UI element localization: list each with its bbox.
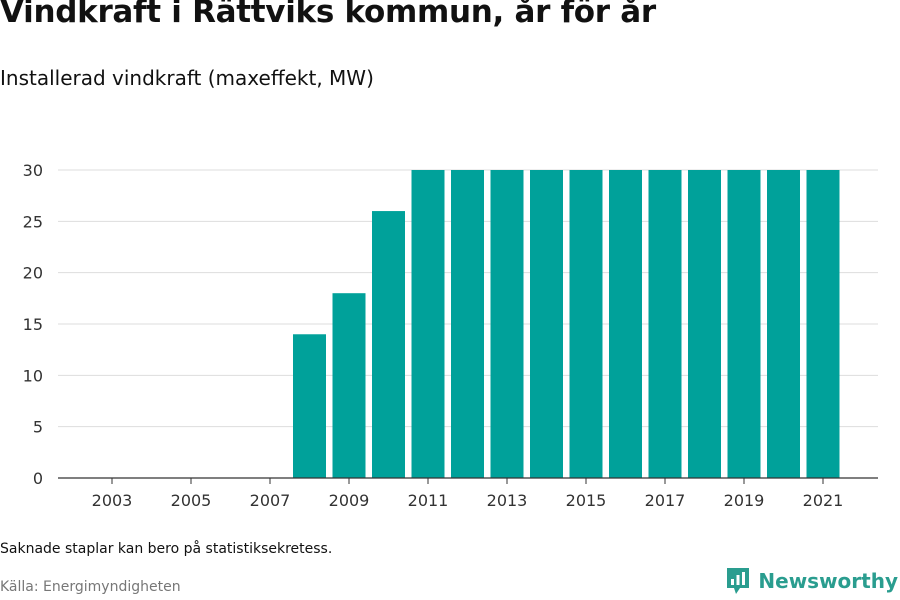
y-tick-label: 30 <box>23 161 43 180</box>
bar-2015 <box>569 170 603 478</box>
x-tick-label: 2015 <box>566 491 607 510</box>
chart-subtitle: Installerad vindkraft (maxeffekt, MW) <box>0 66 374 90</box>
x-tick-label: 2019 <box>724 491 765 510</box>
brand-logo: Newsworthy <box>725 566 898 596</box>
x-tick-label: 2013 <box>487 491 528 510</box>
y-tick-label: 5 <box>33 418 43 437</box>
source-text: Källa: Energimyndigheten <box>0 579 181 595</box>
y-tick-label: 15 <box>23 315 43 334</box>
bar-2013 <box>490 170 524 478</box>
x-tick-label: 2021 <box>803 491 844 510</box>
y-axis-ticks: 0 5 10 15 20 25 30 <box>23 161 43 488</box>
newsworthy-logo-icon <box>727 568 750 594</box>
brand-name: Newsworthy <box>758 569 898 593</box>
chart-title: Vindkraft i Rättviks kommun, år för år <box>0 0 656 30</box>
bar-2012 <box>451 170 484 478</box>
y-tick-label: 10 <box>23 366 43 385</box>
x-axis-ticks: 2003 2005 2007 2009 2011 2013 2015 2017 2019 2021 <box>92 478 844 510</box>
x-tick-label: 2009 <box>329 491 370 510</box>
bar-chart: 0 5 10 15 20 25 30 2003 2005 2007 2009 2011 2013 201… <box>23 161 878 510</box>
x-tick-label: 2003 <box>92 491 133 510</box>
bar-2018 <box>688 170 721 478</box>
bar-2016 <box>609 170 642 478</box>
bar-2014 <box>530 170 563 478</box>
bar-2011 <box>411 170 445 478</box>
bars <box>293 170 840 479</box>
x-tick-label: 2017 <box>645 491 686 510</box>
y-tick-label: 25 <box>23 212 43 231</box>
bar-2019 <box>727 170 761 478</box>
x-tick-label: 2005 <box>171 491 212 510</box>
y-tick-label: 20 <box>23 264 43 283</box>
bar-2009 <box>332 293 366 478</box>
x-tick-label: 2011 <box>408 491 449 510</box>
bar-2017 <box>648 170 682 478</box>
bar-2021 <box>806 170 840 478</box>
bar-2010 <box>372 211 405 479</box>
y-tick-label: 0 <box>33 469 43 488</box>
footnote: Saknade staplar kan bero på statistiksek… <box>0 541 333 557</box>
bar-2020 <box>767 170 800 478</box>
bar-2008 <box>293 334 326 478</box>
x-tick-label: 2007 <box>250 491 291 510</box>
